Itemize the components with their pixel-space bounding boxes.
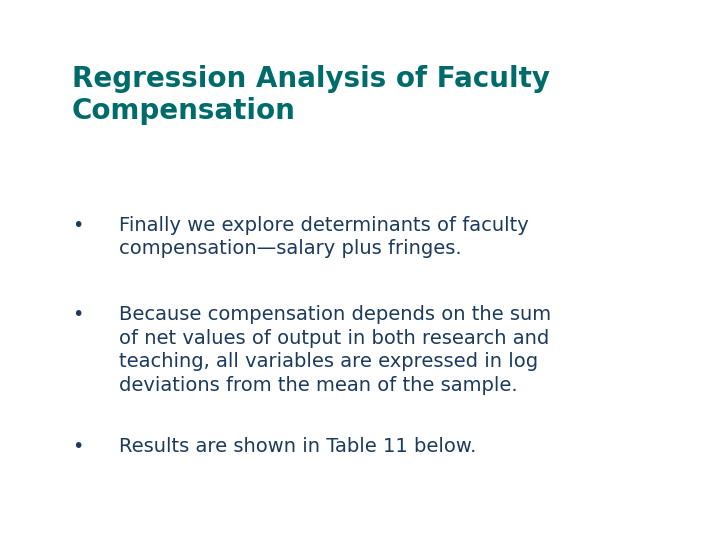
- Text: Results are shown in Table 11 below.: Results are shown in Table 11 below.: [119, 437, 476, 456]
- Text: •: •: [72, 437, 84, 456]
- Text: •: •: [72, 216, 84, 235]
- Text: Because compensation depends on the sum
of net values of output in both research: Because compensation depends on the sum …: [119, 305, 551, 395]
- Text: Regression Analysis of Faculty
Compensation: Regression Analysis of Faculty Compensat…: [72, 65, 550, 125]
- Text: Finally we explore determinants of faculty
compensation—salary plus fringes.: Finally we explore determinants of facul…: [119, 216, 528, 259]
- Text: •: •: [72, 305, 84, 324]
